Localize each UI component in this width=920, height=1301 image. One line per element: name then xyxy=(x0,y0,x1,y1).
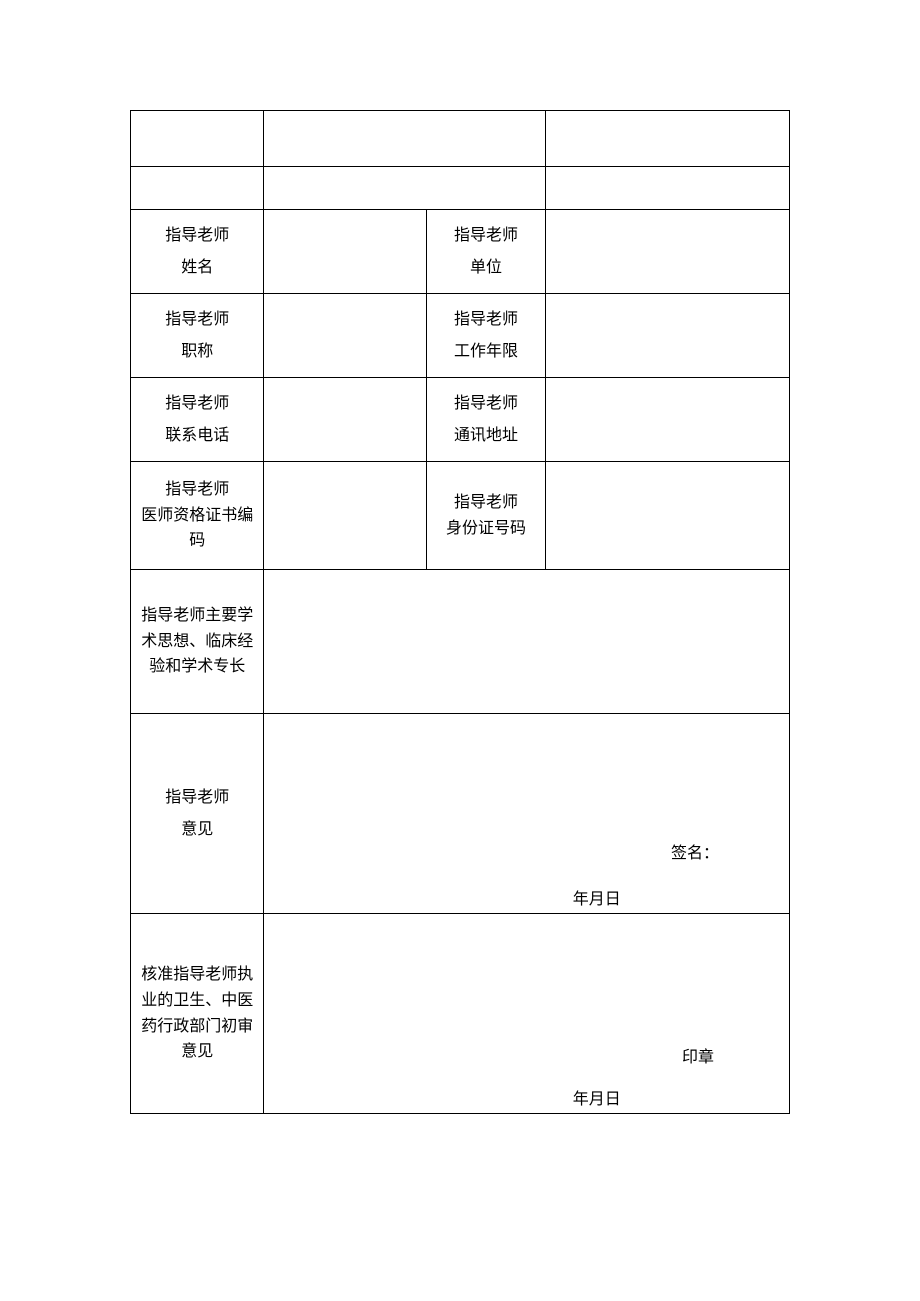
teacher-address-value[interactable] xyxy=(545,378,789,462)
dept-review-label: 核准指导老师执 业的卫生、中医 药行政部门初审 意见 xyxy=(131,914,264,1114)
teacher-address-label: 指导老师 通讯地址 xyxy=(427,378,545,462)
teacher-years-value[interactable] xyxy=(545,294,789,378)
blank1-col2[interactable] xyxy=(264,111,545,167)
form-table: 指导老师 姓名 指导老师 单位 指导老师 职称 指导老师 工作年限 xyxy=(130,110,790,1114)
teacher-phone-value[interactable] xyxy=(264,378,427,462)
teacher-opinion-label: 指导老师 意见 xyxy=(131,714,264,914)
blank2-col2[interactable] xyxy=(264,167,545,210)
blank1-col1[interactable] xyxy=(131,111,264,167)
teacher-years-label: 指导老师 工作年限 xyxy=(427,294,545,378)
teacher-phone-label: 指导老师 联系电话 xyxy=(131,378,264,462)
teacher-cert-value[interactable] xyxy=(264,462,427,570)
seal-label: 印章 xyxy=(264,1043,789,1067)
teacher-opinion-value[interactable]: 签名： 年月日 xyxy=(264,714,790,914)
teacher-title-value[interactable] xyxy=(264,294,427,378)
blank1-col3[interactable] xyxy=(545,111,789,167)
date-label-2: 年月日 xyxy=(264,1085,789,1109)
teacher-cert-label: 指导老师 医师资格证书编 码 xyxy=(131,462,264,570)
dept-review-value[interactable]: 印章 年月日 xyxy=(264,914,790,1114)
signature-label: 签名： xyxy=(264,839,789,863)
teacher-id-label: 指导老师 身份证号码 xyxy=(427,462,545,570)
teacher-academic-label: 指导老师主要学 术思想、临床经 验和学术专长 xyxy=(131,570,264,714)
blank2-col3[interactable] xyxy=(545,167,789,210)
teacher-unit-value[interactable] xyxy=(545,210,789,294)
teacher-unit-label: 指导老师 单位 xyxy=(427,210,545,294)
teacher-name-value[interactable] xyxy=(264,210,427,294)
teacher-id-value[interactable] xyxy=(545,462,789,570)
teacher-title-label: 指导老师 职称 xyxy=(131,294,264,378)
teacher-name-label: 指导老师 姓名 xyxy=(131,210,264,294)
date-label: 年月日 xyxy=(264,885,789,909)
blank2-col1[interactable] xyxy=(131,167,264,210)
teacher-academic-value[interactable] xyxy=(264,570,790,714)
